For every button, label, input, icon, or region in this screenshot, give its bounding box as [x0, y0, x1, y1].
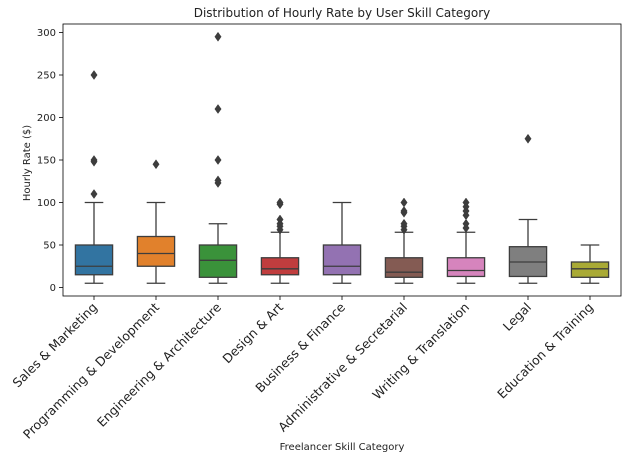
- outlier-point: [400, 218, 408, 229]
- outlier-point: [214, 104, 222, 114]
- x-axis-label: Freelancer Skill Category: [280, 442, 405, 453]
- outlier-point: [276, 197, 284, 208]
- box-group: [260, 197, 300, 284]
- box-group: [136, 159, 176, 284]
- box-group: [508, 133, 548, 284]
- box-group: [74, 70, 114, 284]
- y-tick-label: 100: [37, 198, 56, 209]
- y-tick-label: 200: [37, 113, 56, 124]
- x-tick-label: Legal: [500, 300, 534, 334]
- outlier-point: [462, 197, 470, 208]
- outlier-point: [276, 214, 284, 225]
- box-group: [322, 201, 362, 284]
- x-tick-label: Engineering & Architecture: [94, 299, 224, 429]
- box-group: [384, 197, 424, 284]
- y-tick-label: 0: [50, 283, 56, 294]
- y-tick-label: 250: [37, 71, 56, 82]
- outlier-point: [214, 31, 222, 42]
- box-iqr: [136, 235, 176, 267]
- y-axis-label: Hourly Rate ($): [22, 125, 33, 201]
- outlier-point: [400, 197, 408, 208]
- box-iqr: [570, 261, 610, 278]
- box-iqr: [446, 257, 486, 278]
- chart-title: Distribution of Hourly Rate by User Skil…: [194, 6, 491, 20]
- box-group: [198, 31, 238, 284]
- outlier-point: [90, 189, 98, 199]
- outlier-point: [90, 155, 98, 165]
- outlier-point: [152, 159, 160, 170]
- outlier-point: [400, 206, 408, 216]
- box-iqr: [384, 257, 424, 278]
- x-tick-label: Programming & Development: [20, 299, 162, 441]
- outlier-point: [214, 175, 222, 186]
- y-tick-label: 50: [43, 241, 56, 252]
- box-iqr: [198, 244, 238, 278]
- box-iqr: [322, 244, 362, 276]
- box-group: [446, 197, 486, 284]
- outlier-point: [90, 70, 98, 80]
- outlier-point: [214, 155, 222, 165]
- box-group: [570, 244, 610, 284]
- x-tick-label: Administrative & Secretarial: [275, 300, 410, 435]
- box-iqr: [260, 257, 300, 276]
- outlier-point: [462, 218, 470, 229]
- box-iqr: [74, 244, 114, 276]
- y-tick-label: 300: [37, 28, 56, 39]
- x-tick-label: Design & Art: [219, 299, 286, 366]
- outlier-point: [524, 133, 532, 144]
- y-tick-label: 150: [37, 156, 56, 167]
